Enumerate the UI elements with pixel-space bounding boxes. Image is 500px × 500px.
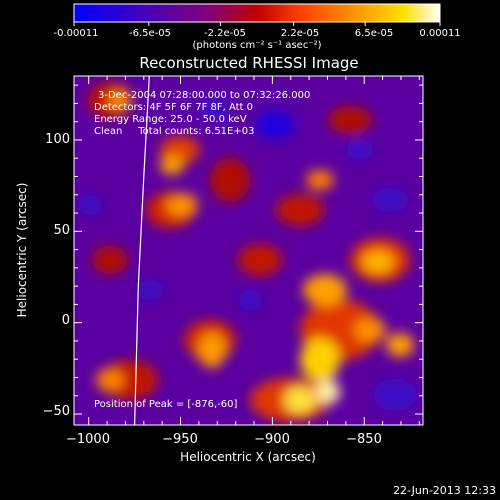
x-axis-label: Heliocentric X (arcsec) [180,450,316,464]
heatmap-image [74,76,423,425]
colorbar-tick-label-0: -0.00011 [54,28,99,39]
annotation-energy-range: Energy Range: 25.0 - 50.0 keV [94,114,247,125]
annotation-time-range: 3-Dec-2004 07:28:00.000 to 07:32:26.000 [98,90,310,101]
y-tick-label-3: 100 [45,132,70,147]
colorbar-ticks [73,22,441,26]
x-tick-label-3: −850 [346,432,382,447]
colorbar-tick-label-5: 0.00011 [419,28,460,39]
y-tick-label-1: 0 [62,313,70,328]
colorbar-gradient [73,3,441,23]
colorbar-tick-label-2: -2.2e-05 [204,28,246,39]
chart-title: Reconstructed RHESSI Image [139,54,358,72]
colorbar-tick-label-3: 2.2e-05 [281,28,319,39]
solar-limb-line [134,76,150,425]
colorbar: -0.00011 -6.5e-05 -2.2e-05 2.2e-05 6.5e-… [54,3,461,51]
colorbar-tick-label-1: -6.5e-05 [129,28,171,39]
y-axis-label: Heliocentric Y (arcsec) [15,183,29,318]
y-tick-label-0: −50 [43,404,70,419]
colorbar-tick-label-4: 6.5e-05 [355,28,393,39]
colorbar-units: (photons cm⁻² s⁻¹ asec⁻²) [192,40,321,51]
x-tick-label-0: −1000 [66,432,110,447]
x-tick-label-2: −900 [254,432,290,447]
axis-ticks [74,76,423,425]
x-tick-label-1: −950 [162,432,198,447]
footer-timestamp: 22-Jun-2013 12:33 [393,484,496,497]
annotation-peak-position: Position of Peak = [-876,-60] [94,399,238,410]
y-tick-label-2: 50 [53,223,70,238]
plot-frame [73,75,424,426]
annotation-detectors: Detectors: 4F 5F 6F 7F 8F, Att 0 [94,102,253,113]
annotation-clean-counts: Clean Total counts: 6.51E+03 [94,126,254,137]
